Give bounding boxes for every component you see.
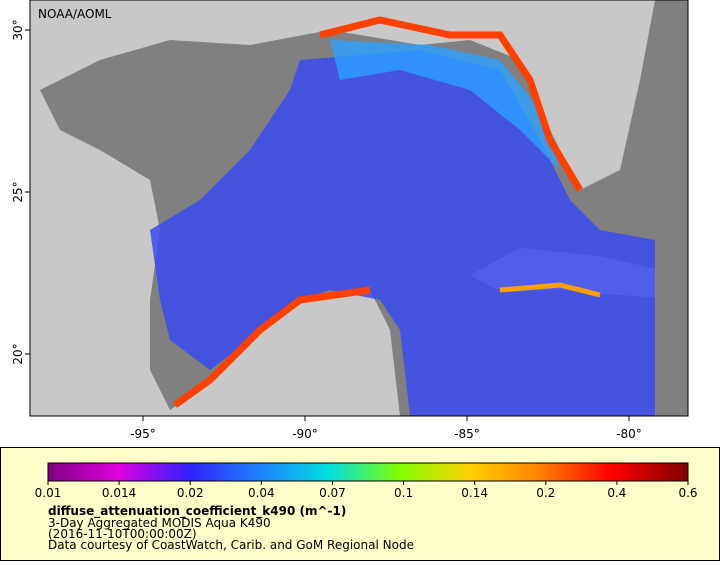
credit: NOAA/AOML: [38, 7, 112, 21]
colorbar-tick-label: 0.02: [177, 486, 204, 500]
colorbar-tick-label: 0.04: [248, 486, 275, 500]
lon-tick-label: -95°: [130, 427, 156, 441]
coastal-high: [172, 286, 371, 408]
legend-variable: diffuse_attenuation_coefficient_k490 (m^…: [48, 504, 346, 519]
colorbar-tick-label: 0.07: [319, 486, 346, 500]
coastal-high: [499, 282, 601, 298]
colorbar-tick-label: 0.1: [394, 486, 413, 500]
map: [30, 0, 688, 416]
colorbar-tick-label: 0.01: [35, 486, 62, 500]
colorbar-tick-label: 0.4: [607, 486, 626, 500]
coastal-high: [319, 16, 584, 192]
lat-tick-label: 20°: [11, 343, 25, 364]
lon-tick-label: -80°: [616, 427, 642, 441]
lat-tick-label: 30°: [11, 19, 25, 40]
mid-k490: [330, 40, 560, 170]
low-k490: [150, 50, 655, 416]
colorbar: [47, 462, 689, 482]
legend-line: (2016-11-10T00:00:00Z): [48, 527, 197, 541]
legend-line: 3-Day Aggregated MODIS Aqua K490: [48, 516, 271, 530]
map-frame: [29, 0, 689, 417]
colorbar-tick-label: 0.14: [461, 486, 488, 500]
colorbar-tick-label: 0.2: [536, 486, 555, 500]
lat-tick-label: 25°: [11, 181, 25, 202]
lon-tick-label: -90°: [292, 427, 318, 441]
lon-tick-label: -85°: [454, 427, 480, 441]
legend-line: Data courtesy of CoastWatch, Carib. and …: [48, 538, 414, 552]
colorbar-tick-label: 0.014: [102, 486, 136, 500]
colorbar-tick-label: 0.6: [678, 486, 697, 500]
atlantic: [655, 0, 688, 416]
